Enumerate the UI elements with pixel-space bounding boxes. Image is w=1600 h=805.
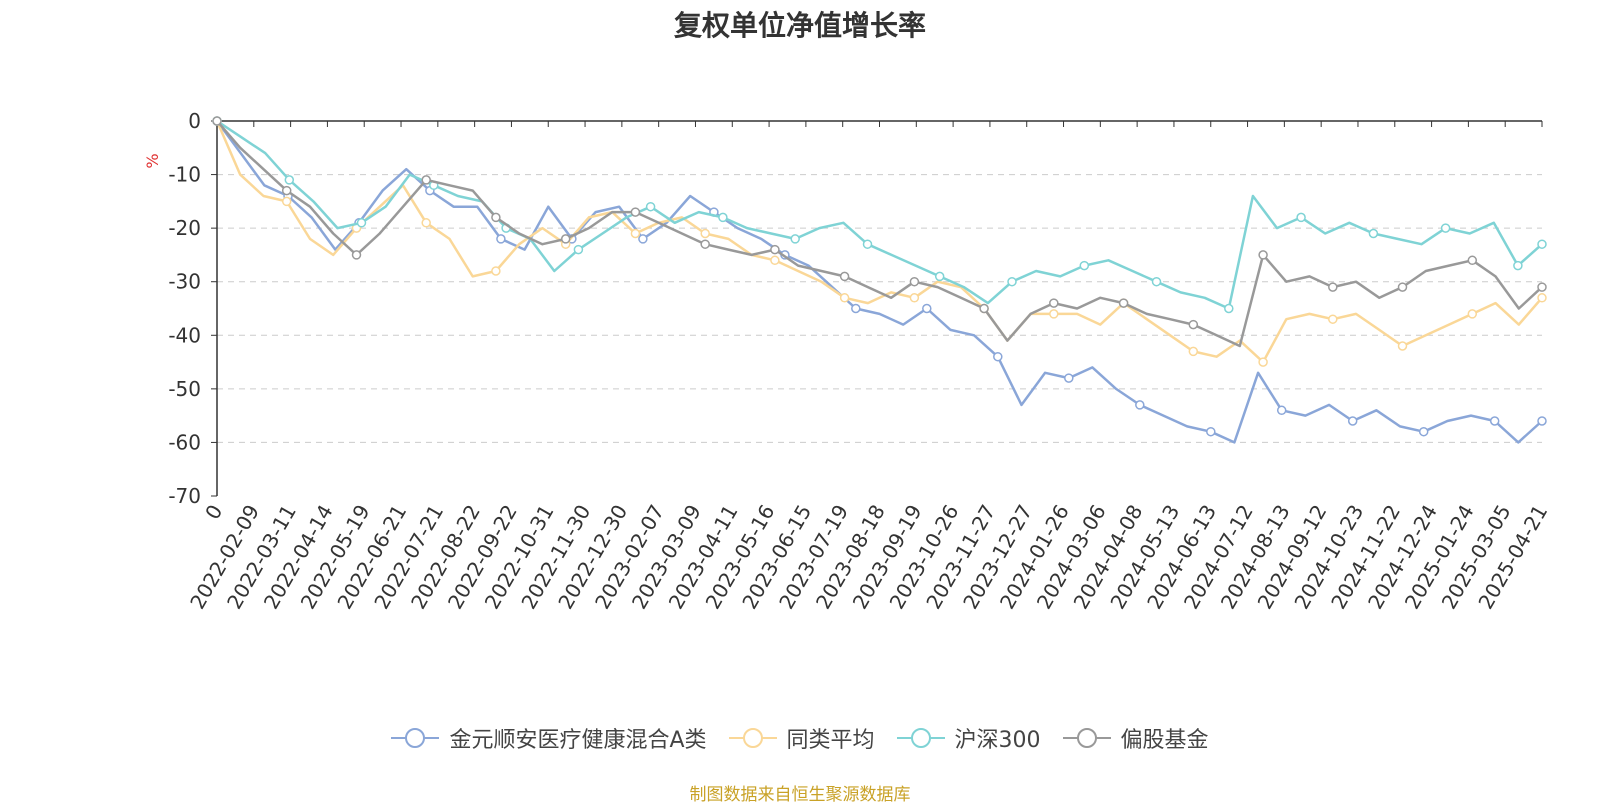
y-tick-label: -60 — [168, 430, 201, 454]
y-tick-label: 0 — [188, 109, 201, 133]
data-point — [281, 185, 292, 196]
y-tick-label: -70 — [168, 484, 201, 508]
data-point — [922, 303, 932, 314]
data-point — [630, 207, 641, 217]
legend-label: 偏股基金 — [1120, 728, 1209, 753]
data-point — [1537, 239, 1547, 249]
data-point — [1049, 309, 1059, 319]
data-point — [700, 228, 710, 239]
data-point — [421, 175, 431, 185]
data-point — [638, 234, 648, 244]
data-point — [1368, 228, 1379, 239]
legend-label: 沪深300 — [954, 728, 1041, 753]
data-point — [862, 239, 873, 249]
data-point — [1224, 303, 1234, 314]
data-point — [496, 234, 506, 244]
data-point — [1513, 260, 1523, 271]
data-point — [1537, 293, 1547, 303]
data-point — [1397, 341, 1408, 351]
data-point — [1135, 400, 1145, 410]
data-point — [770, 244, 780, 255]
chart-title: 复权单位净值增长率 — [673, 9, 926, 42]
data-point — [1347, 416, 1358, 426]
data-point — [212, 116, 222, 126]
data-point — [909, 276, 920, 287]
data-point — [718, 212, 728, 223]
data-point — [851, 303, 861, 314]
data-point — [934, 271, 945, 282]
y-tick-label: -10 — [168, 163, 201, 187]
data-point — [1328, 314, 1338, 324]
data-point — [1489, 416, 1500, 426]
data-point — [421, 218, 431, 228]
data-point — [1467, 309, 1478, 319]
legend-item[interactable]: 沪深300 — [896, 722, 1041, 754]
data-point — [700, 239, 710, 249]
data-point — [770, 255, 780, 266]
data-point — [979, 303, 989, 314]
data-point — [1188, 346, 1199, 357]
data-point — [630, 228, 641, 239]
series-line — [216, 119, 1543, 310]
data-point — [573, 244, 584, 255]
data-point — [993, 351, 1003, 362]
data-point — [491, 266, 501, 276]
chart-legend: 金元顺安医疗健康混合A类 同类平均 沪深300 偏股基金 — [0, 722, 1600, 754]
data-point — [1537, 416, 1547, 426]
series-line — [216, 120, 1543, 348]
data-point — [1537, 282, 1547, 292]
data-point — [1007, 276, 1017, 287]
legend-item[interactable]: 偏股基金 — [1062, 722, 1209, 754]
data-point — [1151, 276, 1162, 287]
y-tick-label: -50 — [168, 377, 201, 401]
data-point — [1064, 373, 1074, 383]
legend-item[interactable]: 金元顺安医疗健康混合A类 — [391, 722, 707, 754]
y-tick-label: -20 — [168, 216, 201, 240]
circle-line-icon — [896, 728, 945, 748]
data-point — [645, 201, 656, 212]
data-point — [1049, 298, 1059, 308]
y-tick-label: -30 — [168, 270, 201, 294]
data-point — [1397, 282, 1408, 292]
data-point — [491, 212, 501, 223]
data-point — [1440, 223, 1451, 233]
data-point — [351, 250, 362, 260]
data-point — [909, 293, 920, 303]
circle-line-icon — [728, 728, 777, 748]
data-point — [356, 218, 367, 228]
legend-item[interactable]: 同类平均 — [728, 722, 875, 754]
line-chart: 0-10-20-30-40-50-60-70%02022-02-092022-0… — [143, 109, 1552, 613]
data-point — [1258, 250, 1268, 260]
data-point — [1276, 405, 1287, 416]
legend-label: 金元顺安医疗健康混合A类 — [449, 728, 707, 753]
circle-line-icon — [391, 728, 440, 748]
data-point — [560, 234, 571, 244]
data-point — [839, 271, 850, 282]
data-point — [1418, 426, 1429, 437]
data-point — [1118, 298, 1129, 308]
data-point — [1188, 319, 1199, 330]
source-note: 制图数据来自恒生聚源数据库 — [689, 785, 911, 805]
data-point — [1258, 357, 1268, 367]
y-tick-label: -40 — [168, 323, 201, 347]
data-point — [790, 234, 800, 244]
series-line — [215, 120, 1543, 364]
data-point — [284, 175, 295, 185]
circle-line-icon — [1062, 728, 1111, 748]
data-point — [1467, 255, 1478, 266]
series-line — [215, 120, 1543, 444]
data-point — [1079, 260, 1090, 271]
x-tick-label: 0 — [200, 501, 227, 524]
y-axis-label: % — [143, 153, 162, 168]
legend-label: 同类平均 — [786, 728, 875, 753]
data-point — [1296, 212, 1306, 223]
data-point — [281, 196, 292, 207]
data-point — [839, 293, 850, 303]
data-point — [1328, 282, 1338, 292]
data-point — [1206, 426, 1216, 437]
